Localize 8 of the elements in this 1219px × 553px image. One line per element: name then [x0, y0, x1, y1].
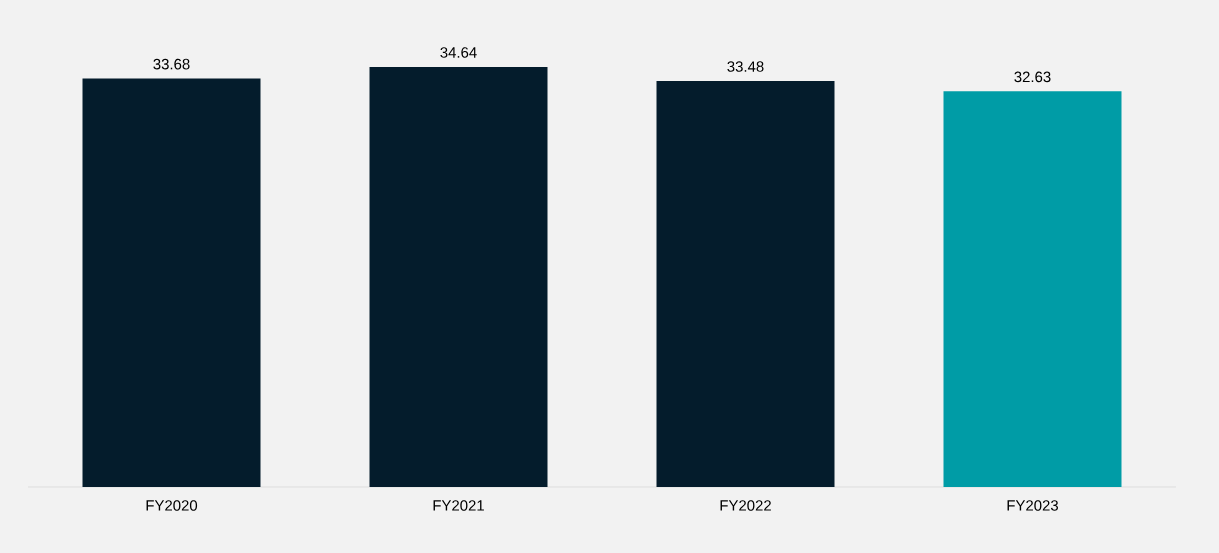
data-label: 32.63 [1014, 71, 1051, 83]
x-tick-label: FY2020 [146, 500, 198, 511]
x-tick-label: FY2022 [720, 500, 771, 511]
data-label: 33.68 [153, 58, 190, 70]
x-tick-label: FY2021 [433, 500, 484, 511]
x-tick-label: FY2023 [1007, 500, 1058, 511]
data-label: 34.64 [440, 47, 477, 58]
data-label: 33.48 [727, 61, 764, 72]
